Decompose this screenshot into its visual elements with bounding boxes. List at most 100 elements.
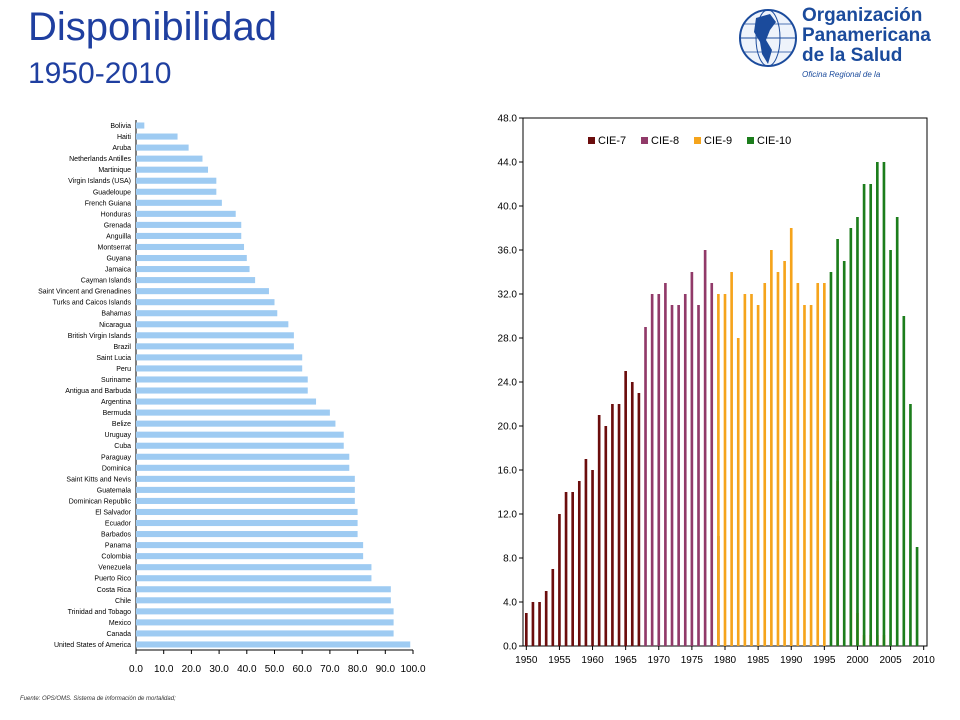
year-bar-cie-9 xyxy=(770,250,773,646)
year-bar-cie-9 xyxy=(730,272,733,646)
country-label: Suriname xyxy=(101,377,131,384)
x-tick-label: 2010 xyxy=(913,655,936,666)
year-bar-cie-10 xyxy=(862,184,866,646)
country-label: Dominican Republic xyxy=(69,498,132,505)
x-tick-label: 50.0 xyxy=(265,664,285,675)
country-availability-bar-chart: Bolivia Haiti Aruba Netherlands Antilles Mar… xyxy=(38,120,426,675)
year-bar-cie-8 xyxy=(697,305,700,646)
year-bar-cie-7 xyxy=(558,514,561,646)
year-bar-cie-10 xyxy=(915,547,919,646)
x-tick-label: 100.0 xyxy=(400,664,425,675)
year-bar-cie-9 xyxy=(783,261,786,646)
year-bar-cie-9 xyxy=(763,283,767,646)
country-bar xyxy=(136,542,364,549)
country-label: Martinique xyxy=(98,167,131,174)
year-bar-cie-10 xyxy=(869,184,873,646)
country-label: Brazil xyxy=(113,344,131,351)
year-bar-cie-10 xyxy=(909,404,912,646)
legend-label: CIE-7 xyxy=(598,135,626,147)
y-tick-label: 36.0 xyxy=(498,246,518,257)
year-bar-cie-7 xyxy=(551,569,555,646)
year-bar-cie-10 xyxy=(882,162,886,646)
country-bar xyxy=(136,310,278,317)
country-bar xyxy=(136,254,247,262)
country-label: Turks and Caicos Islands xyxy=(53,300,132,307)
country-bar xyxy=(136,166,209,173)
x-tick-label: 2005 xyxy=(879,655,902,666)
country-label: Paraguay xyxy=(101,454,131,461)
y-tick-label: 24.0 xyxy=(498,378,518,389)
year-bar-cie-8 xyxy=(710,283,714,646)
country-bar xyxy=(136,299,275,306)
country-bar xyxy=(136,232,242,239)
country-bar xyxy=(136,288,269,295)
country-bar xyxy=(136,597,391,604)
y-tick-label: 48.0 xyxy=(498,114,518,125)
year-bar-cie-7 xyxy=(524,613,528,646)
country-bar xyxy=(136,321,289,328)
country-label: El Salvador xyxy=(95,509,131,516)
country-bar xyxy=(136,210,236,217)
year-bar-cie-8 xyxy=(703,250,707,646)
year-bar-cie-8 xyxy=(650,294,654,646)
x-tick-label: 1995 xyxy=(813,655,836,666)
country-bar xyxy=(136,575,372,582)
country-bar xyxy=(136,332,294,339)
country-label: Dominica xyxy=(102,465,131,472)
country-label: Netherlands Antilles xyxy=(69,156,131,163)
country-bar xyxy=(136,387,308,394)
year-bar-cie-7 xyxy=(637,393,641,646)
logo-tagline: Oficina Regional de la xyxy=(802,70,881,79)
country-bar xyxy=(136,619,394,626)
country-bar xyxy=(136,354,303,361)
x-tick-label: 80.0 xyxy=(348,664,368,675)
x-tick-label: 0.0 xyxy=(129,664,143,675)
legend-swatch xyxy=(747,137,754,144)
country-label: Ecuador xyxy=(105,521,132,528)
country-label: Peru xyxy=(116,366,131,373)
country-bar xyxy=(136,409,330,416)
year-bar-cie-7 xyxy=(538,602,541,646)
year-bar-cie-10 xyxy=(902,316,906,646)
country-bar xyxy=(136,630,394,637)
x-tick-label: 70.0 xyxy=(320,664,340,675)
y-tick-label: 16.0 xyxy=(498,466,518,477)
country-bar xyxy=(136,464,350,471)
country-label: Grenada xyxy=(104,222,131,229)
year-bar-cie-9 xyxy=(743,294,747,646)
country-bar xyxy=(136,243,245,251)
country-bar xyxy=(136,155,203,162)
country-label: Colombia xyxy=(101,554,131,561)
y-tick-label: 40.0 xyxy=(498,202,518,213)
year-bar-cie-7 xyxy=(604,426,608,646)
x-tick-label: 30.0 xyxy=(209,664,229,675)
country-label: Bermuda xyxy=(103,410,132,417)
year-bar-cie-8 xyxy=(683,294,687,646)
year-bar-cie-10 xyxy=(856,217,859,646)
country-label: Chile xyxy=(115,598,131,605)
globe-icon xyxy=(739,9,797,67)
country-bar xyxy=(136,420,336,427)
year-bar-cie-7 xyxy=(544,591,548,646)
x-tick-label: 1980 xyxy=(714,655,737,666)
year-bar-cie-9 xyxy=(750,294,753,646)
country-label: British Virgin Islands xyxy=(68,333,132,340)
country-label: Jamaica xyxy=(105,267,131,274)
y-tick-label: 32.0 xyxy=(498,290,518,301)
x-tick-label: 1950 xyxy=(515,655,538,666)
y-tick-label: 0.0 xyxy=(503,642,517,653)
year-bar-cie-9 xyxy=(803,305,806,646)
country-bar xyxy=(136,133,178,140)
country-bar xyxy=(136,398,317,405)
country-label: Argentina xyxy=(101,399,131,406)
country-label: Montserrat xyxy=(98,244,132,251)
x-tick-label: 1990 xyxy=(780,655,803,666)
x-tick-label: 1985 xyxy=(747,655,770,666)
country-bar xyxy=(136,508,358,516)
x-tick-label: 2000 xyxy=(846,655,869,666)
y-tick-label: 4.0 xyxy=(503,598,517,609)
country-bar xyxy=(136,365,303,372)
year-bar-cie-7 xyxy=(577,481,581,646)
year-bar-cie-10 xyxy=(889,250,892,646)
legend-label: CIE-10 xyxy=(757,135,791,147)
